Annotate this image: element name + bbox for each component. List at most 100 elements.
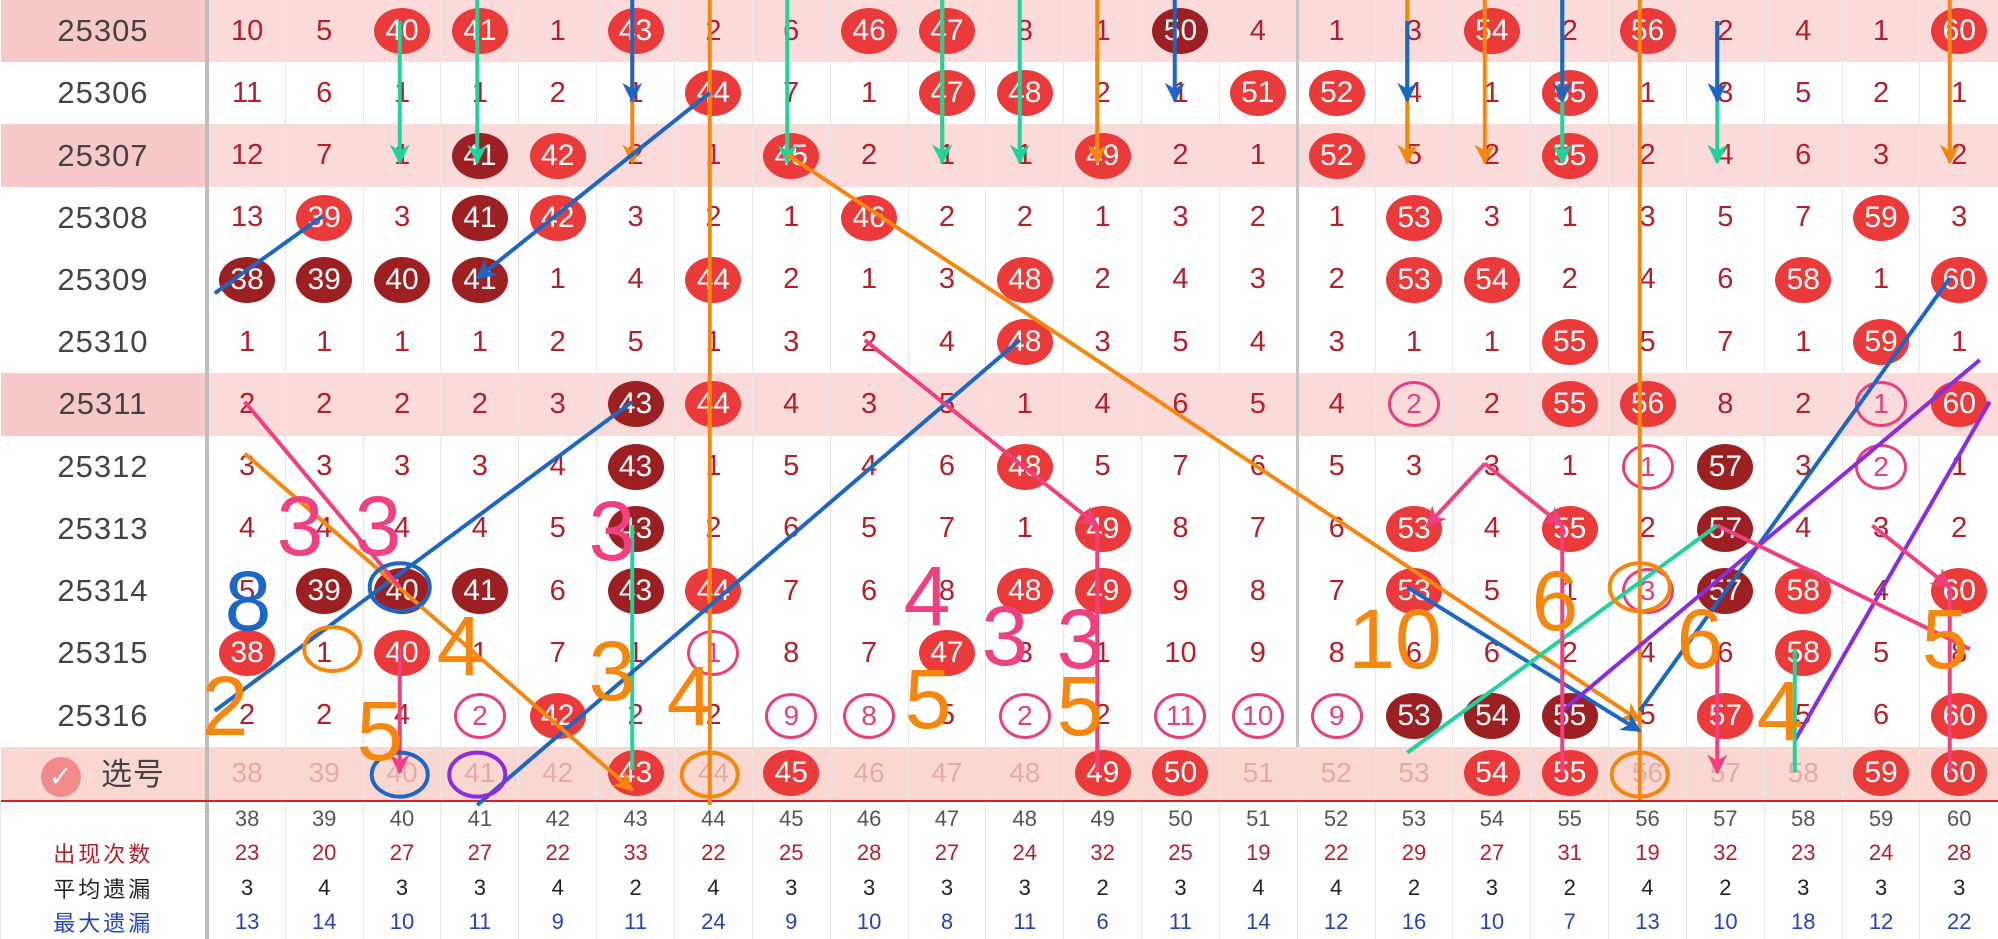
max-miss-row-value: 12 [1841, 904, 1920, 939]
occurrence-count-row-label: 出现次数 [0, 836, 210, 871]
miss-count: 1 [1016, 512, 1033, 545]
miss-count: 2 [1094, 263, 1111, 296]
selectable-number[interactable]: 39 [308, 757, 340, 789]
miss-count: 2 [705, 512, 722, 545]
average-miss-row-value: 3 [1919, 870, 1998, 905]
select-number-50[interactable]: 50 [1141, 746, 1220, 800]
miss-count: 4 [1172, 263, 1189, 296]
selectable-ball[interactable]: 43 [607, 750, 664, 797]
select-number-46[interactable]: 46 [829, 746, 909, 800]
miss-count: 1 [1094, 14, 1111, 47]
number-cell: 40 [362, 0, 441, 63]
selectable-number[interactable]: 58 [1787, 757, 1819, 789]
miss-count: 4 [1405, 76, 1423, 109]
number-cell: 1 [284, 622, 364, 685]
select-number-39[interactable]: 39 [284, 746, 364, 800]
drawn-ball: 57 [1697, 505, 1754, 552]
selectable-ball[interactable]: 60 [1931, 750, 1988, 797]
select-number-47[interactable]: 47 [907, 746, 986, 800]
miss-count: 2 [1795, 387, 1812, 420]
selectable-ball[interactable]: 59 [1853, 750, 1910, 797]
miss-count: 3 [1639, 201, 1656, 234]
select-number-42[interactable]: 42 [518, 746, 597, 800]
number-cell: 7 [1141, 435, 1220, 498]
miss-count: 1 [1795, 325, 1812, 358]
select-toggle[interactable]: ✓ 选号 [0, 746, 210, 800]
drawn-ball: 46 [841, 194, 898, 241]
miss-count: 3 [1951, 201, 1968, 234]
number-cell: 1 [362, 62, 441, 125]
selectable-ball[interactable]: 49 [1074, 750, 1131, 797]
select-number-44[interactable]: 44 [673, 746, 753, 800]
miss-count: 2 [1561, 636, 1578, 669]
drawn-ball: 43 [607, 505, 664, 552]
miss-count: 4 [1249, 325, 1266, 358]
selectable-number[interactable]: 47 [931, 757, 963, 789]
number-cell: 1 [440, 311, 519, 374]
max-miss-row: 最大遗漏 13 14 10 11 9 11 24 9 10 8 11 6 11 14 12 16 10 7 13 10 1… [0, 904, 1998, 939]
number-cell: 2 [284, 684, 364, 747]
column-numbers-row-value: 46 [829, 801, 909, 837]
selectable-number[interactable]: 48 [1009, 757, 1041, 789]
selectable-number[interactable]: 44 [697, 757, 729, 789]
select-number-55[interactable]: 55 [1530, 746, 1609, 800]
select-number-59[interactable]: 59 [1841, 746, 1920, 800]
drawn-ball: 58 [1775, 630, 1832, 677]
select-number-57[interactable]: 57 [1685, 746, 1765, 800]
selectable-number[interactable]: 51 [1242, 757, 1274, 789]
miss-count: 6 [1328, 512, 1345, 545]
select-number-45[interactable]: 45 [751, 746, 831, 800]
select-number-51[interactable]: 51 [1218, 746, 1298, 800]
select-number-53[interactable]: 53 [1374, 746, 1453, 800]
selectable-ball[interactable]: 45 [763, 750, 820, 797]
selectable-number[interactable]: 56 [1631, 757, 1664, 789]
column-numbers-row-value: 56 [1608, 801, 1687, 837]
number-cell: 3 [1218, 248, 1299, 312]
selectable-number[interactable]: 57 [1709, 757, 1741, 789]
select-number-56[interactable]: 56 [1608, 746, 1687, 800]
column-numbers-row-value: 52 [1296, 801, 1376, 837]
selectable-number[interactable]: 42 [542, 757, 574, 789]
selectable-number[interactable]: 40 [386, 757, 418, 789]
number-cell: 5 [1374, 124, 1453, 187]
select-number-41[interactable]: 41 [440, 746, 519, 800]
drawn-ball: 47 [918, 630, 975, 677]
miss-count: 5 [1249, 387, 1266, 420]
select-number-58[interactable]: 58 [1763, 746, 1843, 800]
select-number-54[interactable]: 54 [1452, 746, 1531, 800]
miss-count: 5 [1639, 325, 1656, 358]
selectable-number[interactable]: 46 [853, 757, 885, 789]
number-cell: 4 [1296, 373, 1376, 436]
miss-count-ring: 11 [1154, 692, 1207, 739]
occurrence-count-row-value: 19 [1608, 836, 1687, 871]
selectable-ball[interactable]: 55 [1541, 750, 1598, 797]
drawn-ball: 55 [1541, 505, 1598, 552]
select-number-52[interactable]: 52 [1296, 746, 1376, 800]
select-number-40[interactable]: 40 [362, 746, 441, 800]
miss-count: 1 [1249, 139, 1266, 172]
selectable-number[interactable]: 38 [231, 757, 263, 789]
miss-count: 1 [1405, 325, 1423, 358]
select-number-38[interactable]: 38 [206, 746, 286, 800]
miss-count: 3 [316, 450, 333, 483]
miss-count-ring: 1 [1855, 381, 1908, 428]
number-cell: 3 [1763, 435, 1843, 498]
selectable-number[interactable]: 53 [1398, 757, 1430, 789]
number-cell: 44 [673, 248, 753, 312]
select-number-49[interactable]: 49 [1063, 746, 1142, 800]
select-number-43[interactable]: 43 [596, 746, 675, 800]
selectable-number[interactable]: 52 [1320, 757, 1352, 789]
selectable-ball[interactable]: 54 [1463, 750, 1520, 797]
miss-count: 2 [705, 14, 722, 47]
select-number-60[interactable]: 60 [1919, 746, 1998, 800]
select-number-48[interactable]: 48 [985, 746, 1064, 800]
check-circle-icon[interactable]: ✓ [40, 757, 81, 798]
draw-row: 25316 2 2 4 2 42 2 2 9 8 5 2 2 11 10 9 53 54 55 5 57 5 6 60 [0, 684, 1998, 747]
drawn-ball: 49 [1074, 132, 1131, 179]
selectable-ball[interactable]: 50 [1152, 750, 1209, 797]
number-cell: 4 [751, 373, 831, 436]
drawn-ball: 45 [763, 132, 820, 179]
miss-count: 4 [1639, 263, 1656, 296]
miss-count: 1 [393, 139, 411, 172]
selectable-number[interactable]: 41 [464, 757, 496, 789]
